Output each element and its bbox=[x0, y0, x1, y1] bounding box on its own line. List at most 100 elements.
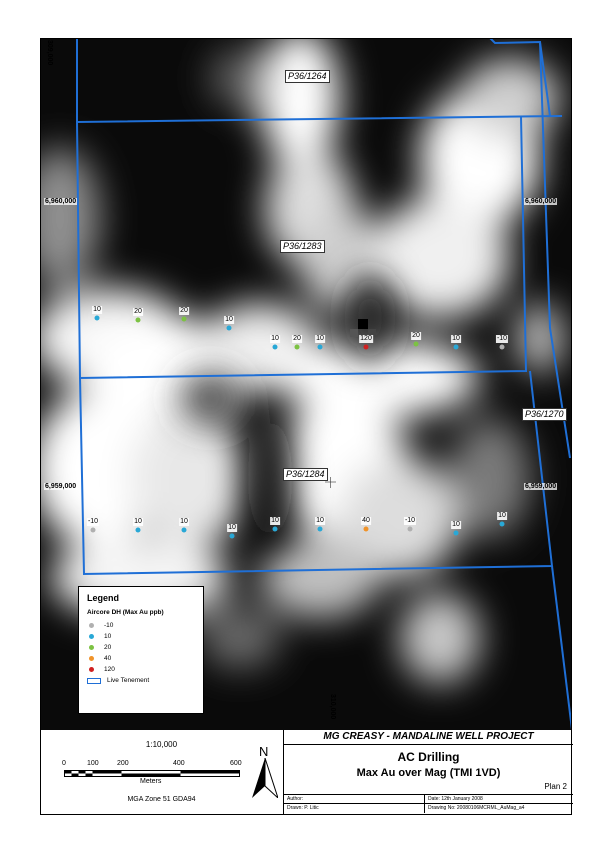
drillhole-value-label: 10 bbox=[179, 518, 189, 526]
legend-item: 40 bbox=[87, 653, 195, 664]
drillhole-value-label: -10 bbox=[86, 518, 100, 526]
scale-tick-100: 100 bbox=[87, 760, 99, 767]
tenement-label-p36-1283: P36/1283 bbox=[280, 240, 325, 253]
drillhole-marker[interactable] bbox=[181, 316, 187, 322]
scale-tick-0: 0 bbox=[62, 760, 66, 767]
drillhole-marker[interactable] bbox=[294, 344, 300, 350]
live-tenement-swatch bbox=[87, 677, 101, 684]
north-arrow: N bbox=[252, 744, 278, 798]
drillhole-value-label: 10 bbox=[315, 335, 325, 343]
scale-bar bbox=[64, 770, 240, 777]
scale-ratio: 1:10,000 bbox=[145, 740, 178, 749]
drillhole-marker[interactable] bbox=[272, 344, 278, 350]
drillhole-value-label: 10 bbox=[315, 517, 325, 525]
drillhole-marker[interactable] bbox=[90, 527, 96, 533]
drillhole-marker[interactable] bbox=[413, 341, 419, 347]
tenement-boundary-p36-1284 bbox=[79, 370, 554, 576]
drillhole-marker[interactable] bbox=[135, 317, 141, 323]
legend-item: -10 bbox=[87, 620, 195, 631]
drillhole-marker[interactable] bbox=[499, 344, 505, 350]
tenement-label-p36-1284: P36/1284 bbox=[283, 468, 328, 481]
drillhole-value-label: 20 bbox=[292, 335, 302, 343]
drillhole-marker[interactable] bbox=[363, 344, 369, 350]
drillhole-value-label: 10 bbox=[451, 521, 461, 529]
drillhole-value-label: -10 bbox=[495, 335, 509, 343]
drillhole-marker[interactable] bbox=[317, 526, 323, 532]
meta-divider bbox=[424, 804, 425, 813]
magnetic-map[interactable]: P36/1264 P36/1283 P36/1270 P36/1284 6,96… bbox=[40, 38, 572, 730]
legend-swatch-40 bbox=[89, 656, 94, 661]
drillhole-marker[interactable] bbox=[317, 344, 323, 350]
drillhole-marker[interactable] bbox=[363, 526, 369, 532]
tenement-boundary-p36-1283 bbox=[76, 115, 528, 380]
map-crosshair bbox=[325, 477, 336, 488]
drawing-number: Drawing No: 20080106MCRML_AuMag_a4 bbox=[428, 805, 525, 811]
drillhole-marker[interactable] bbox=[229, 533, 235, 539]
scale-unit: Meters bbox=[140, 778, 162, 785]
drillhole-marker[interactable] bbox=[272, 526, 278, 532]
drillhole-value-label: 40 bbox=[361, 517, 371, 525]
drillhole-marker[interactable] bbox=[453, 530, 459, 536]
north-arrow-label: N bbox=[259, 744, 269, 759]
drillhole-value-label: 20 bbox=[133, 308, 143, 316]
legend-item: 10 bbox=[87, 631, 195, 642]
legend-swatch-20 bbox=[89, 645, 94, 650]
legend-item-tenement: Live Tenement bbox=[87, 675, 195, 686]
drillhole-value-label: 10 bbox=[224, 316, 234, 324]
project-title: MG CREASY - MANDALINE WELL PROJECT bbox=[284, 730, 573, 745]
drawing-title: AC Drilling bbox=[397, 750, 460, 764]
drillhole-marker[interactable] bbox=[407, 526, 413, 532]
legend-swatch-neg10 bbox=[89, 623, 94, 628]
scale-tick-400: 400 bbox=[173, 760, 185, 767]
drillhole-value-label: 120 bbox=[359, 335, 373, 343]
drillhole-value-label: 10 bbox=[451, 335, 461, 343]
drillhole-marker[interactable] bbox=[135, 527, 141, 533]
meta-row-drawn: Drawn: P. Litic Drawing No: 20080106MCRM… bbox=[284, 803, 573, 813]
drillhole-marker[interactable] bbox=[94, 315, 100, 321]
map-datum: MGA Zone 51 GDA94 bbox=[127, 796, 196, 803]
legend-title: Legend bbox=[87, 593, 120, 603]
scale-tick-600: 600 bbox=[230, 760, 242, 767]
drillhole-value-label: 10 bbox=[270, 517, 280, 525]
magnetic-intensity-raster bbox=[40, 38, 565, 683]
drillhole-value-label: 10 bbox=[227, 524, 237, 532]
north-arrow-icon bbox=[252, 758, 278, 798]
drawn-label: Drawn: P. Litic bbox=[287, 805, 319, 811]
plan-number: Plan 2 bbox=[544, 782, 567, 791]
legend-swatch-10 bbox=[89, 634, 94, 639]
magnetic-low-anomalies bbox=[180, 273, 390, 543]
map-canvas bbox=[40, 38, 572, 730]
tenement-label-p36-1270: P36/1270 bbox=[522, 408, 567, 421]
northing-label-left-top: 6,960,000 bbox=[44, 198, 78, 205]
drillhole-marker[interactable] bbox=[226, 325, 232, 331]
tenement-boundary-south bbox=[551, 565, 572, 730]
meta-divider bbox=[424, 795, 425, 804]
legend-item: 120 bbox=[87, 664, 195, 675]
legend-swatch-120 bbox=[89, 667, 94, 672]
scale-tick-200: 200 bbox=[117, 760, 129, 767]
drillhole-marker[interactable] bbox=[181, 527, 187, 533]
scale-panel: 1:10,000 0 100 200 400 600 Meters MGA Zo… bbox=[40, 730, 283, 815]
drillhole-value-label: 10 bbox=[92, 306, 102, 314]
drillhole-value-label: -10 bbox=[403, 517, 417, 525]
drillhole-value-label: 10 bbox=[133, 518, 143, 526]
meta-row-author: Author: Date: 12th January 2008 bbox=[284, 794, 573, 804]
drillhole-marker[interactable] bbox=[453, 344, 459, 350]
drillhole-value-label: 10 bbox=[497, 512, 507, 520]
title-block: MG CREASY - MANDALINE WELL PROJECT AC Dr… bbox=[283, 730, 573, 815]
legend: Legend Aircore DH (Max Au ppb) -10 10 20… bbox=[78, 586, 204, 714]
legend-subtitle: Aircore DH (Max Au ppb) bbox=[87, 609, 164, 616]
drillhole-value-label: 20 bbox=[179, 307, 189, 315]
tenement-label-p36-1264: P36/1264 bbox=[285, 70, 330, 83]
northing-label-left-bottom: 6,959,000 bbox=[44, 483, 78, 490]
northing-label-right-bottom: 6,959,000 bbox=[524, 483, 558, 490]
drillhole-value-label: 20 bbox=[411, 332, 421, 340]
author-label: Author: bbox=[287, 796, 304, 802]
drillhole-value-label: 10 bbox=[270, 335, 280, 343]
northing-label-right-top: 6,960,000 bbox=[524, 198, 558, 205]
legend-item: 20 bbox=[87, 642, 195, 653]
date-label: Date: 12th January 2008 bbox=[428, 796, 483, 802]
drillhole-marker[interactable] bbox=[499, 521, 505, 527]
map-frame bbox=[40, 38, 572, 815]
drawing-subtitle: Max Au over Mag (TMI 1VD) bbox=[356, 767, 501, 779]
